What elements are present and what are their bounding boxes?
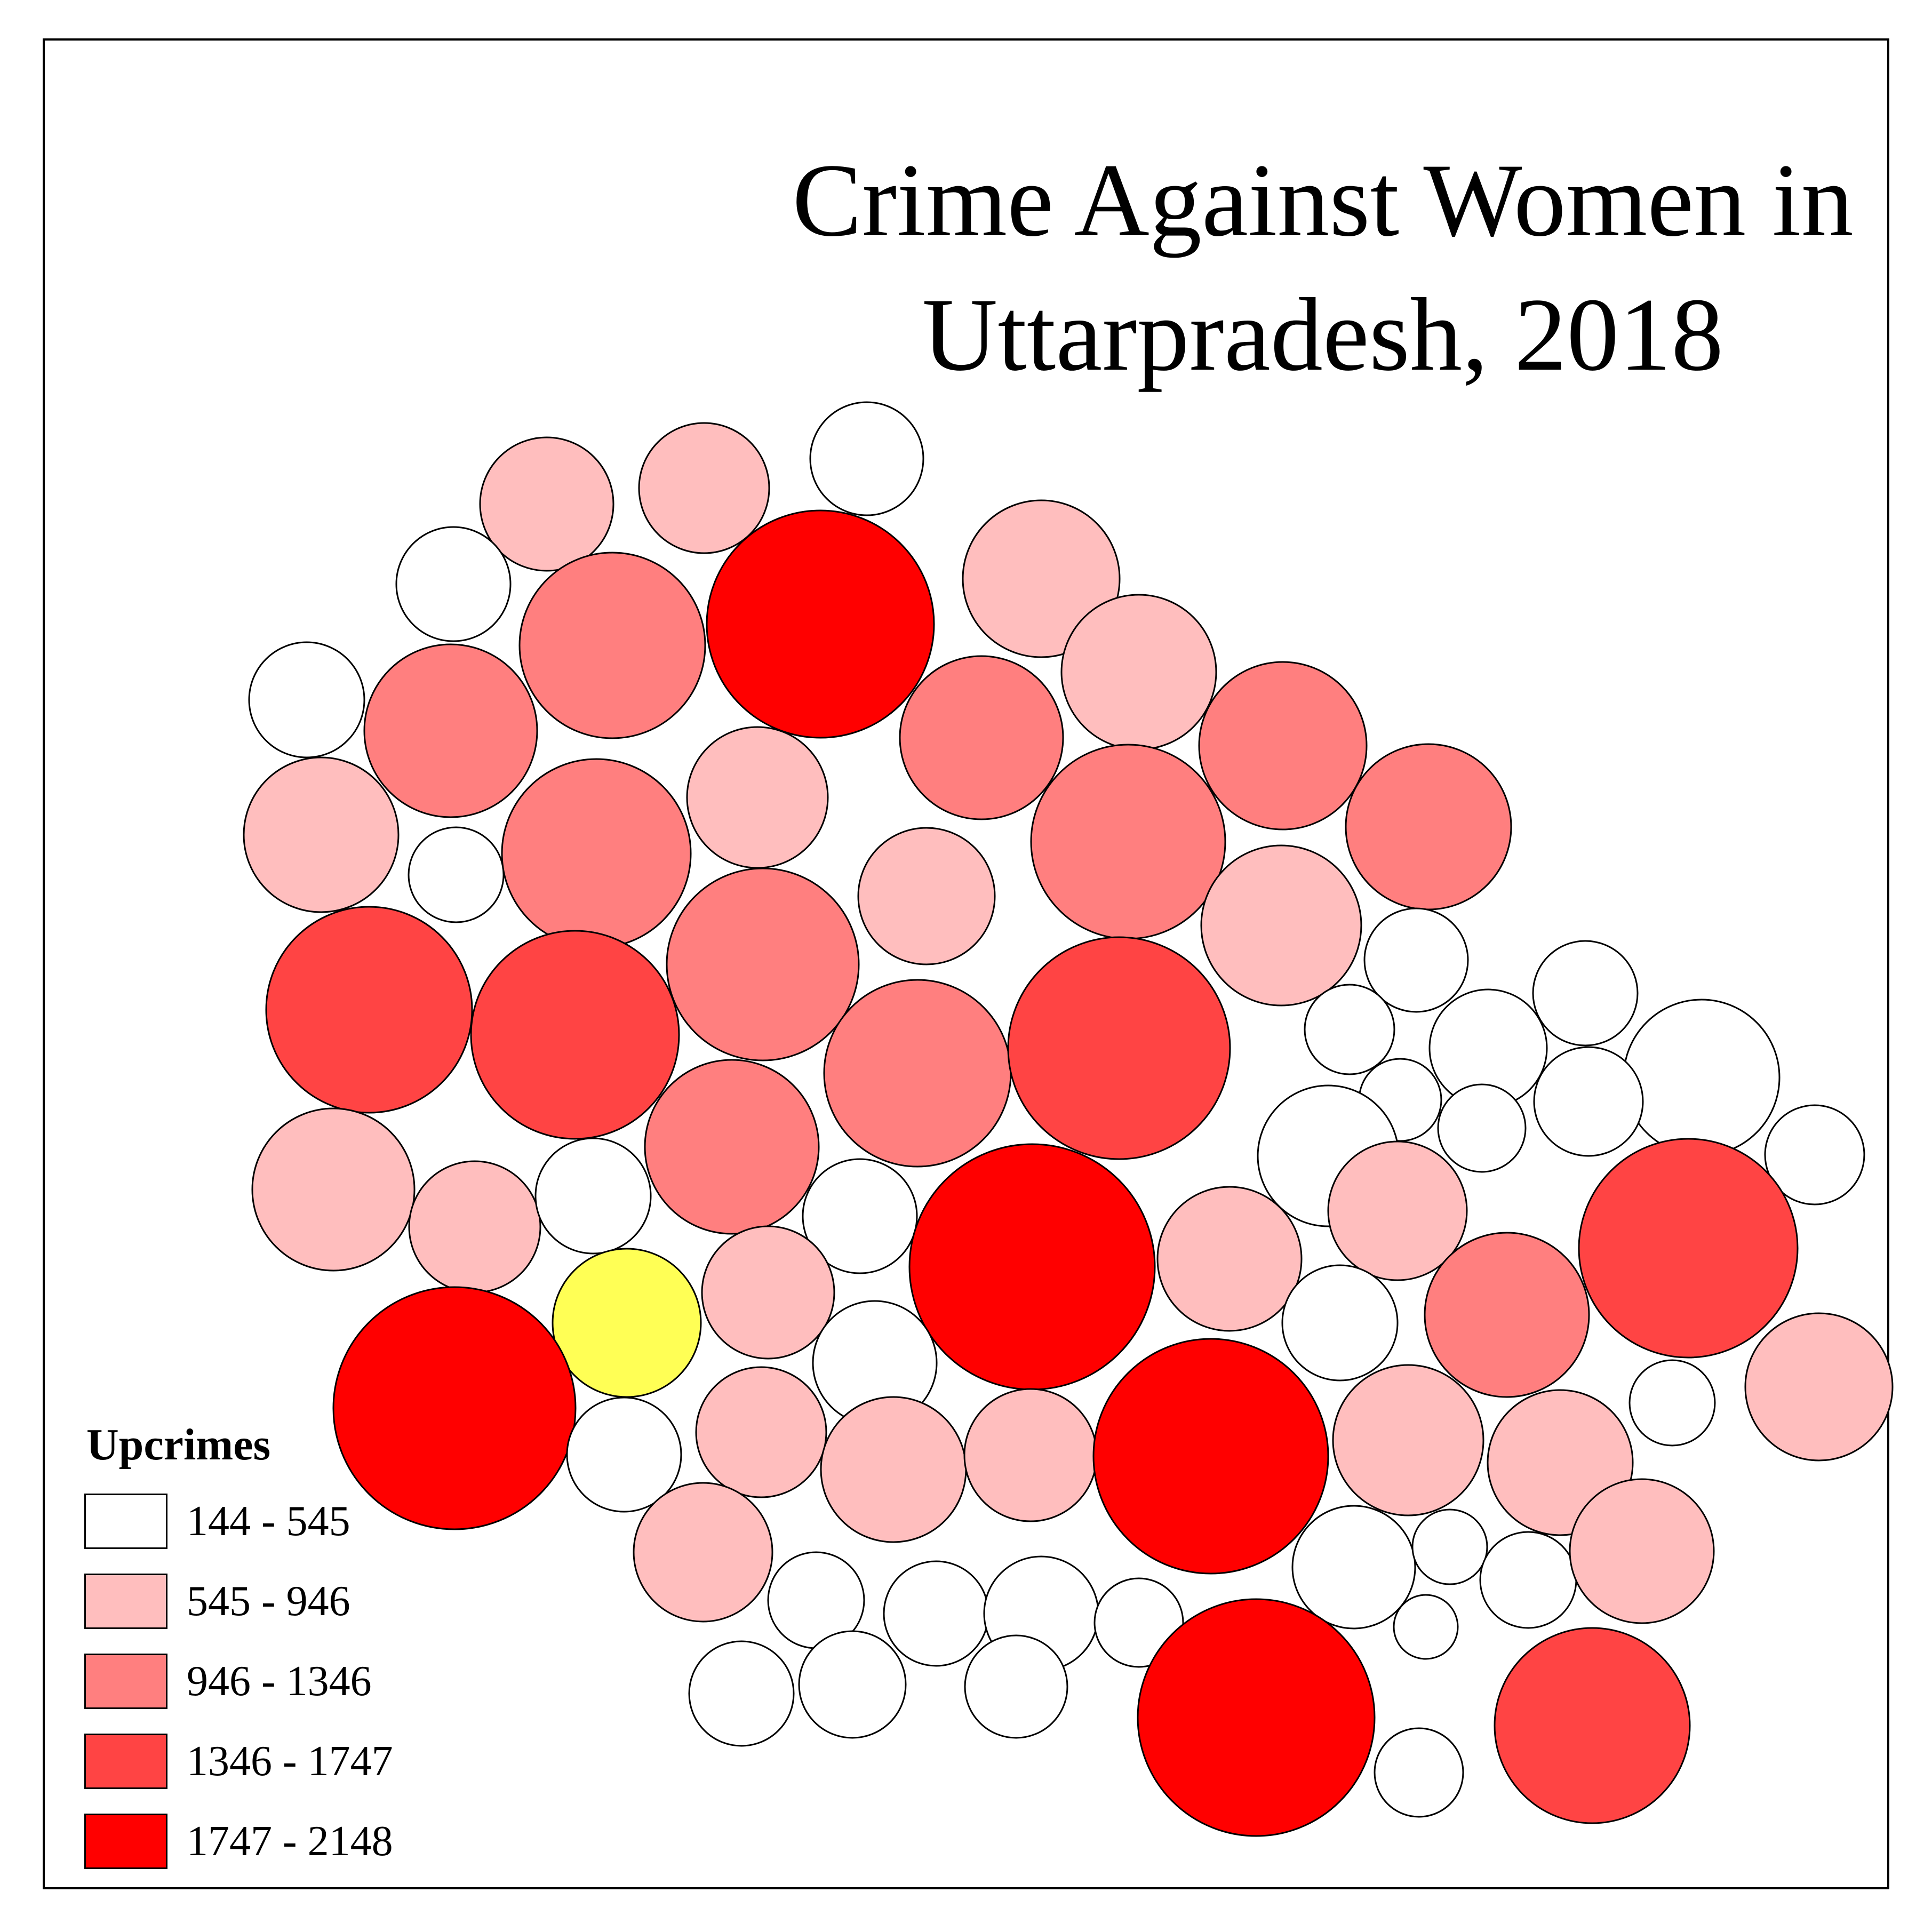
district-circle (963, 1388, 1098, 1522)
district-circle (501, 758, 692, 949)
legend-swatch (84, 1654, 167, 1709)
legend-swatch (84, 1814, 167, 1869)
district-circle (1764, 1104, 1865, 1205)
district-circle (470, 930, 680, 1140)
map-title: Crime Against Women in Uttarpradesh, 201… (736, 133, 1910, 402)
legend-label: 946 - 1346 (187, 1658, 372, 1705)
district-circle (1424, 1232, 1590, 1398)
district-circle (1345, 743, 1512, 911)
district-circle (1304, 984, 1395, 1075)
district-circle (908, 1143, 1156, 1391)
district-circle (688, 1640, 795, 1747)
district-circle (248, 641, 365, 759)
district-circle (1628, 1359, 1716, 1447)
district-circle (638, 422, 770, 554)
district-circle (820, 1396, 967, 1543)
district-circle (1533, 1046, 1644, 1157)
district-circle (332, 1286, 577, 1530)
district-circle (695, 1366, 827, 1498)
district-circle (1281, 1264, 1399, 1382)
district-circle (1578, 1138, 1799, 1359)
district-circle (395, 526, 512, 642)
legend-label: 1346 - 1747 (187, 1738, 393, 1785)
district-circle (1569, 1478, 1715, 1624)
legend-label: 1747 - 2148 (187, 1818, 393, 1865)
district-circle (1744, 1312, 1894, 1462)
district-circle (265, 906, 473, 1114)
district-circle (479, 436, 614, 572)
district-circle (1007, 936, 1231, 1160)
district-circle (686, 726, 829, 869)
district-circle (802, 1158, 918, 1274)
district-circle (1623, 999, 1781, 1156)
legend-title: Upcrimes (86, 1420, 271, 1470)
district-circle (823, 979, 1012, 1168)
district-circle (1291, 1505, 1416, 1630)
district-circle (1532, 940, 1639, 1047)
legend-swatch (84, 1494, 167, 1549)
district-circle (1093, 1577, 1184, 1668)
district-circle (666, 867, 860, 1061)
legend-swatch (84, 1574, 167, 1629)
district-circle (883, 1560, 989, 1667)
district-circle (809, 401, 924, 516)
district-circle (408, 1160, 541, 1294)
district-circle (964, 1634, 1068, 1739)
district-circle (408, 826, 505, 923)
district-circle (1494, 1627, 1691, 1824)
map-title-line-1: Crime Against Women in (792, 142, 1854, 258)
district-circle (1327, 1140, 1468, 1281)
district-circle (1437, 1083, 1527, 1173)
legend-label: 545 - 946 (187, 1578, 350, 1625)
district-circle (518, 552, 706, 739)
district-circle (1060, 594, 1217, 751)
district-circle (243, 756, 400, 913)
district-circle (644, 1059, 820, 1235)
district-circle (701, 1225, 835, 1360)
district-circle (1156, 1186, 1303, 1332)
district-circle (1393, 1594, 1459, 1660)
district-circle (706, 509, 935, 739)
district-circle (1363, 907, 1469, 1013)
district-circle (1411, 1508, 1488, 1585)
district-circle (1137, 1598, 1376, 1837)
district-circle (566, 1396, 682, 1513)
district-circle (1332, 1364, 1484, 1516)
map-title-line-2: Uttarpradesh, 2018 (922, 277, 1724, 393)
district-circle (1030, 744, 1226, 940)
district-circle (857, 827, 996, 965)
district-circle (899, 655, 1064, 820)
district-circle (962, 499, 1121, 658)
district-circle (798, 1630, 907, 1739)
legend-swatch (84, 1734, 167, 1789)
district-circle (1092, 1338, 1329, 1575)
district-circle (1374, 1727, 1464, 1818)
district-circle (534, 1137, 652, 1255)
district-circle (251, 1107, 416, 1272)
district-circle-highlighted (552, 1248, 702, 1398)
district-circle (1479, 1531, 1577, 1629)
legend-label: 144 - 545 (187, 1498, 350, 1545)
district-circle (633, 1482, 773, 1623)
district-circle (363, 643, 538, 818)
district-circle (1200, 844, 1362, 1007)
district-circle (1198, 661, 1368, 831)
